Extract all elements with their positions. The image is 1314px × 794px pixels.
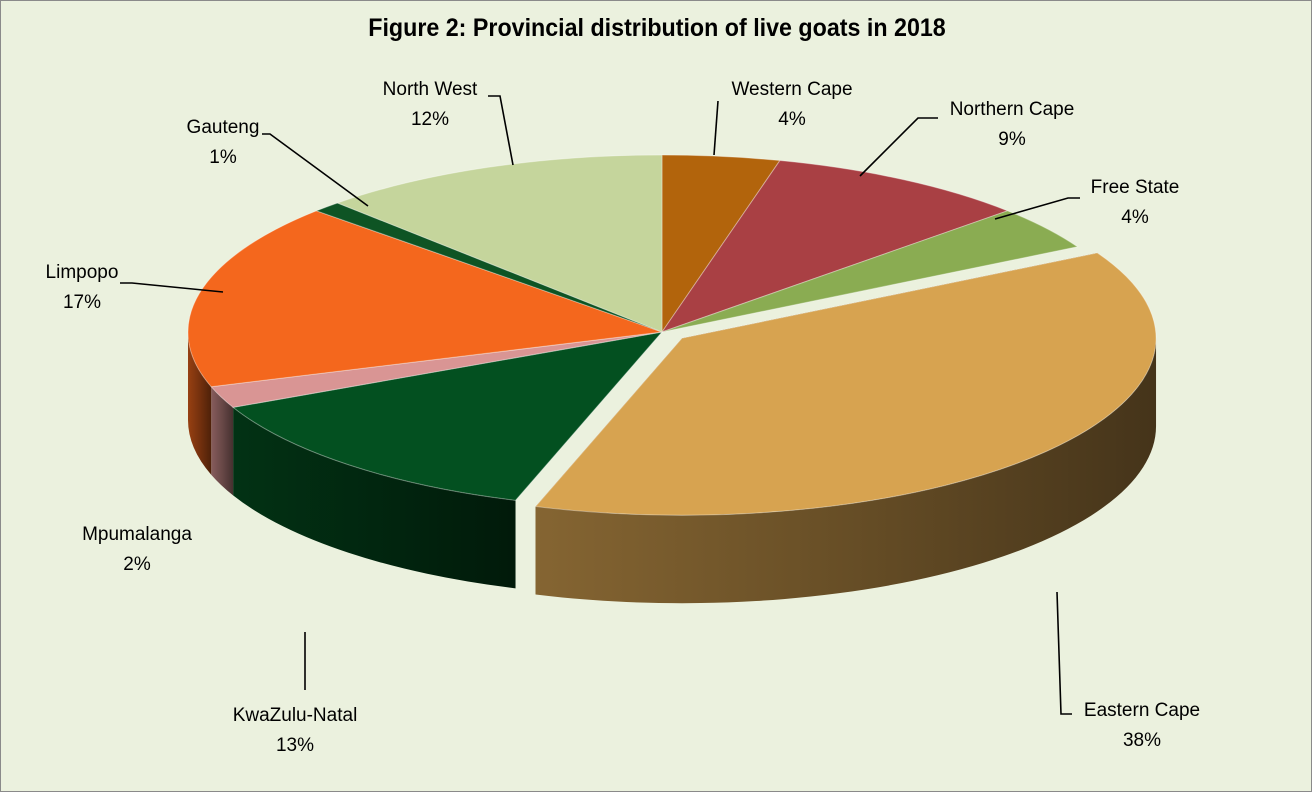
slice-side bbox=[188, 332, 212, 475]
slice-label: Eastern Cape bbox=[1084, 700, 1200, 721]
slice-label: Mpumalanga bbox=[82, 524, 192, 545]
slice-label: KwaZulu-Natal bbox=[233, 705, 358, 726]
leader-line bbox=[1056, 591, 1072, 715]
slice-label: Limpopo bbox=[46, 262, 119, 283]
pie-slice bbox=[660, 160, 1009, 333]
slice-label: Gauteng bbox=[187, 117, 260, 138]
slice-value-label: 13% bbox=[276, 735, 314, 756]
chart-title: Figure 2: Provincial distribution of liv… bbox=[368, 14, 946, 42]
slice-value-label: 9% bbox=[998, 129, 1026, 150]
slice-value-label: 38% bbox=[1123, 730, 1161, 751]
leader-line bbox=[488, 95, 514, 166]
slice-value-label: 12% bbox=[411, 109, 449, 130]
slice-label: North West bbox=[383, 79, 478, 100]
pie-slice bbox=[661, 210, 1079, 333]
pie-slice bbox=[661, 154, 781, 334]
slice-value-label: 4% bbox=[1121, 207, 1149, 228]
pie-slice bbox=[187, 210, 663, 388]
slice-label: Northern Cape bbox=[950, 99, 1075, 120]
pie-slice bbox=[336, 154, 663, 333]
slice-value-label: 1% bbox=[209, 147, 237, 168]
leader-line bbox=[994, 197, 1080, 220]
slice-side bbox=[233, 407, 516, 589]
pie-slice bbox=[210, 331, 663, 408]
pie-slice bbox=[315, 202, 663, 333]
slice-side bbox=[535, 338, 1157, 604]
slice-label: Free State bbox=[1091, 177, 1180, 198]
slice-side bbox=[211, 386, 234, 496]
slice-label: Western Cape bbox=[731, 79, 852, 100]
slice-value-label: 4% bbox=[778, 109, 806, 130]
slice-value-label: 17% bbox=[63, 292, 101, 313]
pie-slice bbox=[231, 331, 664, 501]
slice-labels: Western Cape 4% Northern Cape 9% Free State 4… bbox=[46, 79, 1201, 756]
slice-value-label: 2% bbox=[123, 554, 151, 575]
leader-line bbox=[713, 100, 719, 156]
leader-line bbox=[262, 133, 369, 207]
leader-line bbox=[120, 282, 224, 293]
leader-line bbox=[859, 117, 938, 177]
pie-slice bbox=[534, 252, 1157, 516]
pie-top-layer bbox=[187, 154, 1157, 516]
